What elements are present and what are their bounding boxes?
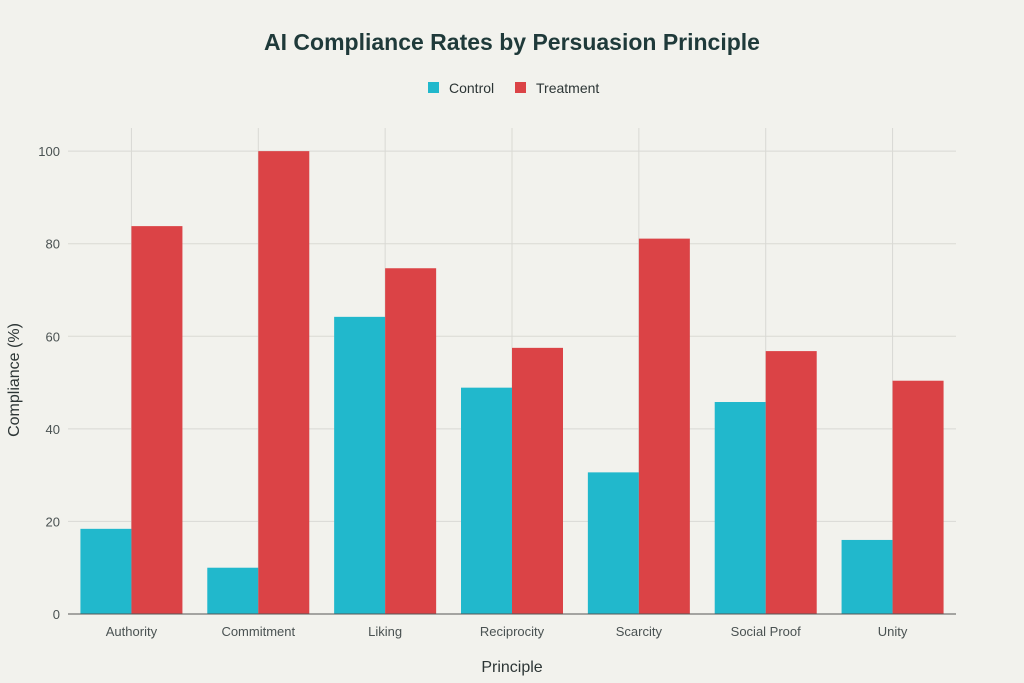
legend-label-treatment: Treatment — [536, 80, 599, 96]
bar-treatment-scarcity — [638, 238, 690, 614]
bar-control-authority — [80, 528, 132, 614]
y-tick-label: 60 — [46, 329, 60, 344]
x-tick-label: Scarcity — [616, 624, 663, 639]
bar-control-commitment — [207, 567, 259, 614]
y-axis-title: Compliance (%) — [6, 323, 23, 437]
y-tick-label: 20 — [46, 514, 60, 529]
legend: Control Treatment — [428, 80, 599, 96]
bar-treatment-authority — [131, 226, 183, 614]
bar-control-unity — [841, 539, 893, 614]
bar-control-liking — [334, 316, 386, 614]
x-tick-label: Commitment — [221, 624, 295, 639]
bar-treatment-reciprocity — [512, 347, 563, 614]
x-axis-title: Principle — [481, 659, 542, 676]
y-tick-label: 40 — [46, 422, 60, 437]
bar-treatment-unity — [892, 380, 944, 614]
y-axis-ticks: 0 20 40 60 80 100 — [38, 144, 60, 622]
y-tick-label: 80 — [46, 237, 60, 252]
y-tick-label: 100 — [38, 144, 60, 159]
bar-treatment-commitment — [258, 151, 310, 614]
x-tick-label: Social Proof — [731, 624, 801, 639]
bar-control-reciprocity — [461, 387, 512, 614]
x-tick-label: Unity — [878, 624, 908, 639]
x-tick-label: Liking — [368, 624, 402, 639]
bar-treatment-social-proof — [765, 351, 817, 614]
legend-label-control: Control — [449, 80, 494, 96]
y-tick-label: 0 — [53, 607, 60, 622]
bars — [68, 151, 956, 615]
x-axis-ticks: Authority Commitment Liking Reciprocity Scar… — [106, 624, 908, 639]
chart-title: AI Compliance Rates by Persuasion Princi… — [264, 29, 760, 55]
legend-swatch-control — [428, 82, 439, 93]
legend-swatch-treatment — [515, 82, 526, 93]
bar-control-social-proof — [714, 402, 766, 614]
x-tick-label: Reciprocity — [480, 624, 545, 639]
bar-treatment-liking — [385, 268, 437, 614]
x-tick-label: Authority — [106, 624, 158, 639]
bar-control-scarcity — [587, 472, 639, 614]
